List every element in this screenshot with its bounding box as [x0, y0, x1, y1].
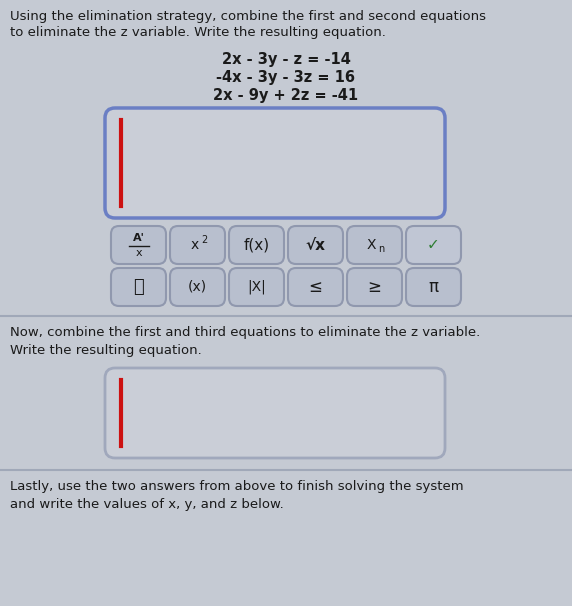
Text: X: X	[367, 238, 376, 252]
Text: √x: √x	[305, 238, 325, 253]
Text: |X|: |X|	[247, 280, 266, 295]
FancyBboxPatch shape	[105, 108, 445, 218]
FancyBboxPatch shape	[288, 226, 343, 264]
Text: Now, combine the first and third equations to eliminate the z variable.: Now, combine the first and third equatio…	[10, 326, 480, 339]
Text: 2: 2	[201, 235, 208, 245]
FancyBboxPatch shape	[229, 226, 284, 264]
Text: to eliminate the z variable. Write the resulting equation.: to eliminate the z variable. Write the r…	[10, 26, 386, 39]
FancyBboxPatch shape	[170, 226, 225, 264]
Text: Using the elimination strategy, combine the first and second equations: Using the elimination strategy, combine …	[10, 10, 486, 23]
FancyBboxPatch shape	[105, 368, 445, 458]
Text: 2x - 9y + 2z = -41: 2x - 9y + 2z = -41	[213, 88, 359, 103]
Text: n: n	[378, 244, 384, 254]
Text: and write the values of x, y, and z below.: and write the values of x, y, and z belo…	[10, 498, 284, 511]
Text: (x): (x)	[188, 280, 207, 294]
Text: x: x	[190, 238, 198, 252]
Text: Write the resulting equation.: Write the resulting equation.	[10, 344, 202, 357]
Text: Lastly, use the two answers from above to finish solving the system: Lastly, use the two answers from above t…	[10, 480, 464, 493]
FancyBboxPatch shape	[288, 268, 343, 306]
FancyBboxPatch shape	[406, 268, 461, 306]
Text: A': A'	[133, 233, 145, 243]
FancyBboxPatch shape	[406, 226, 461, 264]
Text: 2x - 3y - z = -14: 2x - 3y - z = -14	[221, 52, 351, 67]
FancyBboxPatch shape	[111, 226, 166, 264]
Text: ≤: ≤	[308, 278, 323, 296]
FancyBboxPatch shape	[111, 268, 166, 306]
Text: ✓: ✓	[427, 238, 440, 253]
FancyBboxPatch shape	[229, 268, 284, 306]
FancyBboxPatch shape	[347, 268, 402, 306]
FancyBboxPatch shape	[170, 268, 225, 306]
Text: -4x - 3y - 3z = 16: -4x - 3y - 3z = 16	[216, 70, 356, 85]
FancyBboxPatch shape	[347, 226, 402, 264]
Text: π: π	[428, 278, 439, 296]
Text: f(x): f(x)	[244, 238, 269, 253]
Text: ⎙: ⎙	[133, 278, 144, 296]
Text: ≥: ≥	[368, 278, 382, 296]
Text: x: x	[135, 248, 142, 258]
